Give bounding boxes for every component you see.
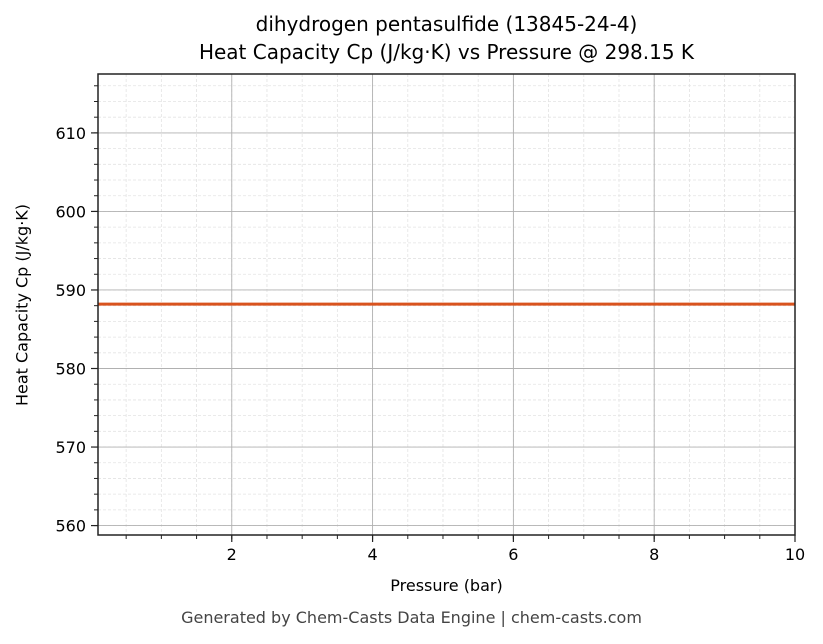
x-axis-label: Pressure (bar) xyxy=(390,576,503,595)
axes-frame xyxy=(97,73,796,536)
y-tick-label: 570 xyxy=(55,438,86,457)
y-tick-label: 610 xyxy=(55,124,86,143)
y-tick-label: 580 xyxy=(55,360,86,379)
x-tick-label: 4 xyxy=(367,545,377,564)
chart-title: dihydrogen pentasulfide (13845-24-4) xyxy=(255,12,638,36)
y-tick-label: 600 xyxy=(55,202,86,221)
chart-subtitle: Heat Capacity Cp (J/kg·K) vs Pressure @ … xyxy=(198,40,695,64)
x-tick-label: 10 xyxy=(785,545,805,564)
x-tick-label: 2 xyxy=(227,545,237,564)
x-tick-label: 8 xyxy=(649,545,659,564)
y-axis-label: Heat Capacity Cp (J/kg·K) xyxy=(12,203,32,407)
y-tick-label: 560 xyxy=(55,517,86,536)
x-tick-label: 6 xyxy=(508,545,518,564)
y-tick-label: 590 xyxy=(55,281,86,300)
footer-credit: Generated by Chem-Casts Data Engine | ch… xyxy=(181,608,642,627)
